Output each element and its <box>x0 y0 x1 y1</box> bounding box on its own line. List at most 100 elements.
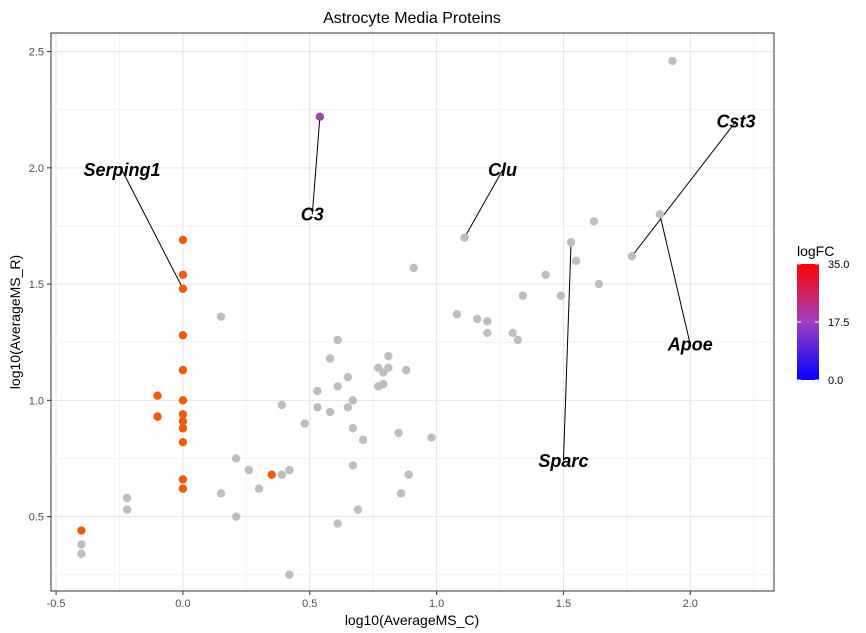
data-point <box>384 363 393 372</box>
annotation-line <box>631 121 737 257</box>
data-point <box>300 419 309 428</box>
annotation-line <box>562 242 572 461</box>
data-point <box>325 354 335 363</box>
y-axis-ticks: 0.5 1.0 1.5 2.0 2.5 <box>29 47 51 524</box>
data-point <box>594 279 604 289</box>
data-point <box>77 540 86 549</box>
data-point <box>460 233 469 242</box>
data-point-significant <box>178 396 188 405</box>
data-point <box>427 433 436 442</box>
data-point <box>348 424 358 433</box>
data-point <box>333 335 342 345</box>
legend-ticks: 0.0 17.5 35.0 <box>797 259 849 387</box>
data-point <box>77 549 86 558</box>
data-point-significant <box>178 235 188 245</box>
data-point <box>277 400 287 410</box>
data-point-significant <box>178 410 188 419</box>
annotation-lines <box>121 116 737 461</box>
data-point-significant <box>178 365 188 375</box>
data-point <box>589 217 599 226</box>
data-point-significant <box>178 475 188 484</box>
data-point <box>508 328 517 338</box>
data-point <box>231 512 241 521</box>
data-point-significant <box>178 424 188 433</box>
legend-colorbar <box>797 264 819 380</box>
x-tick-label: 1.5 <box>556 598 571 610</box>
data-point <box>122 493 132 503</box>
gene-label: Clu <box>488 160 517 180</box>
legend-tick-label: 17.5 <box>828 317 849 329</box>
data-point <box>333 382 342 391</box>
data-point-significant <box>153 391 162 400</box>
data-point-significant <box>178 270 188 279</box>
data-point <box>556 291 566 300</box>
data-point <box>513 335 522 345</box>
gene-label: C3 <box>301 204 324 224</box>
x-tick-label: -0.5 <box>47 598 66 610</box>
data-point <box>518 291 528 300</box>
legend-tick-label: 35.0 <box>828 259 849 271</box>
x-axis-ticks: -0.5 0.0 0.5 1.0 1.5 2.0 <box>47 591 698 610</box>
data-point <box>394 428 403 438</box>
data-point <box>627 252 637 261</box>
data-point <box>401 365 411 375</box>
y-tick-label: 2.0 <box>29 163 44 175</box>
annotation-line <box>121 169 184 289</box>
gene-label: Cst3 <box>716 111 755 131</box>
y-tick-label: 2.5 <box>29 47 44 59</box>
data-point <box>216 312 226 321</box>
data-point <box>285 570 294 579</box>
data-point <box>216 489 226 498</box>
data-point-significant <box>77 526 86 535</box>
annotation-line <box>464 169 503 238</box>
data-point <box>277 470 287 479</box>
annotation-line <box>311 116 321 215</box>
x-tick-label: 1.0 <box>429 598 444 610</box>
gene-label: Serping1 <box>84 160 161 180</box>
chart-title: Astrocyte Media Proteins <box>323 10 501 27</box>
data-point <box>396 489 406 498</box>
color-legend: logFC 0.0 17.5 35.0 <box>797 243 849 387</box>
y-tick-label: 0.5 <box>29 512 44 524</box>
data-point <box>483 317 492 326</box>
data-point <box>404 470 413 479</box>
data-point <box>122 505 132 514</box>
data-point <box>254 484 264 493</box>
data-point <box>358 435 368 445</box>
data-point <box>333 519 342 528</box>
data-point <box>348 461 358 470</box>
data-point <box>472 314 482 324</box>
gene-label: Sparc <box>538 451 588 471</box>
grid <box>51 33 774 591</box>
data-point <box>541 270 550 279</box>
data-point <box>353 505 363 514</box>
data-point <box>285 465 294 475</box>
y-axis-label: log10(AverageMS_R) <box>7 255 23 389</box>
data-point-significant <box>178 438 188 447</box>
data-point <box>313 386 322 396</box>
data-point <box>231 454 241 463</box>
data-point <box>483 328 492 338</box>
data-point <box>379 379 388 389</box>
data-point <box>244 465 254 475</box>
annotation-line <box>659 214 691 345</box>
data-point-significant <box>178 331 188 340</box>
data-point <box>313 403 322 412</box>
data-point <box>384 351 393 361</box>
data-point <box>325 407 335 417</box>
data-points <box>77 56 677 579</box>
gene-label: Apoe <box>667 335 713 355</box>
data-point <box>655 210 665 219</box>
legend-tick-label: 0.0 <box>828 375 843 387</box>
data-point <box>452 310 462 319</box>
data-point <box>566 238 576 247</box>
data-point <box>668 56 677 66</box>
data-point <box>343 403 353 412</box>
plot-border <box>50 32 775 592</box>
legend-title: logFC <box>797 243 834 259</box>
y-tick-label: 1.0 <box>29 395 44 407</box>
x-tick-label: 0.5 <box>302 598 317 610</box>
y-tick-label: 1.5 <box>29 279 44 291</box>
data-point <box>343 372 353 382</box>
